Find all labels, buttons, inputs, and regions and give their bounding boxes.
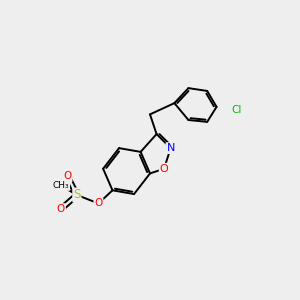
Text: CH₃: CH₃: [52, 181, 69, 190]
Text: O: O: [63, 171, 72, 181]
Text: O: O: [160, 164, 168, 174]
Text: O: O: [57, 204, 65, 214]
Text: N: N: [167, 143, 175, 153]
Text: Cl: Cl: [231, 105, 242, 115]
Text: S: S: [73, 188, 81, 202]
Text: O: O: [94, 198, 103, 208]
